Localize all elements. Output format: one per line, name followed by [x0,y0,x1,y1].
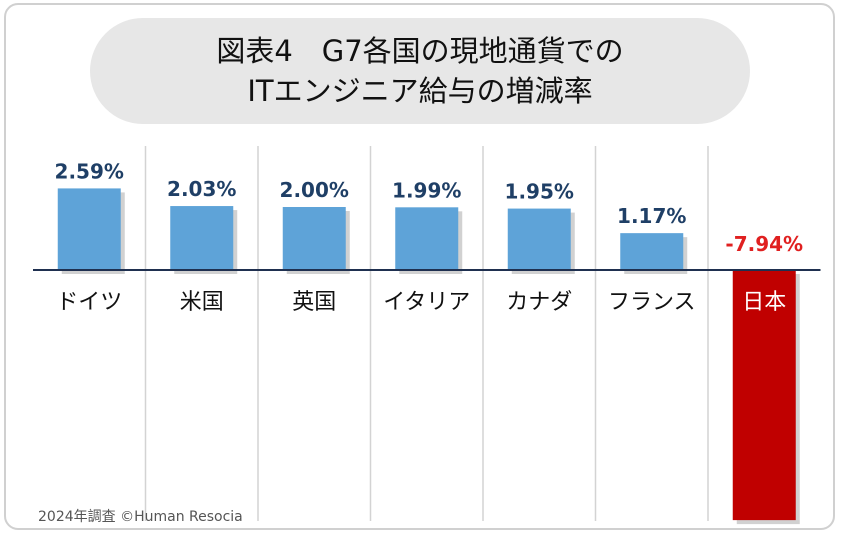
value-label-cat-0: 2.59% [55,159,124,183]
category-label-cat-0: ドイツ [56,290,122,315]
chart-title-line-2: ITエンジニア給与の増減率 [247,74,593,108]
bar-cat-6 [732,270,796,521]
value-label-cat-2: 2.00% [280,178,349,202]
bar-cat-2 [282,207,346,270]
value-label-cat-4: 1.95% [505,180,574,204]
bar-cat-5 [620,233,684,270]
category-label-cat-6: 日本 [742,290,786,315]
source-note: 2024年調査 ©Human Resocia [38,509,243,525]
category-label-cat-4: カナダ [506,290,572,315]
bar-cat-0 [57,188,121,270]
value-label-cat-6: -7.94% [725,232,803,256]
chart-title-line-1: 図表4 G7各国の現地通貨での [216,34,624,68]
value-label-cat-3: 1.99% [392,178,461,202]
value-label-cat-5: 1.17% [617,204,686,228]
value-label-cat-1: 2.03% [167,177,236,201]
category-label-cat-1: 米国 [180,290,224,315]
bar-cat-1 [170,206,234,270]
category-label-cat-3: イタリア [383,290,470,315]
chart-title-banner: 図表4 G7各国の現地通貨での ITエンジニア給与の増減率 [90,18,750,124]
category-label-cat-2: 英国 [292,290,336,315]
bar-cat-3 [395,207,459,270]
category-label-cat-5: フランス [608,290,696,315]
bar-cat-4 [507,208,571,270]
